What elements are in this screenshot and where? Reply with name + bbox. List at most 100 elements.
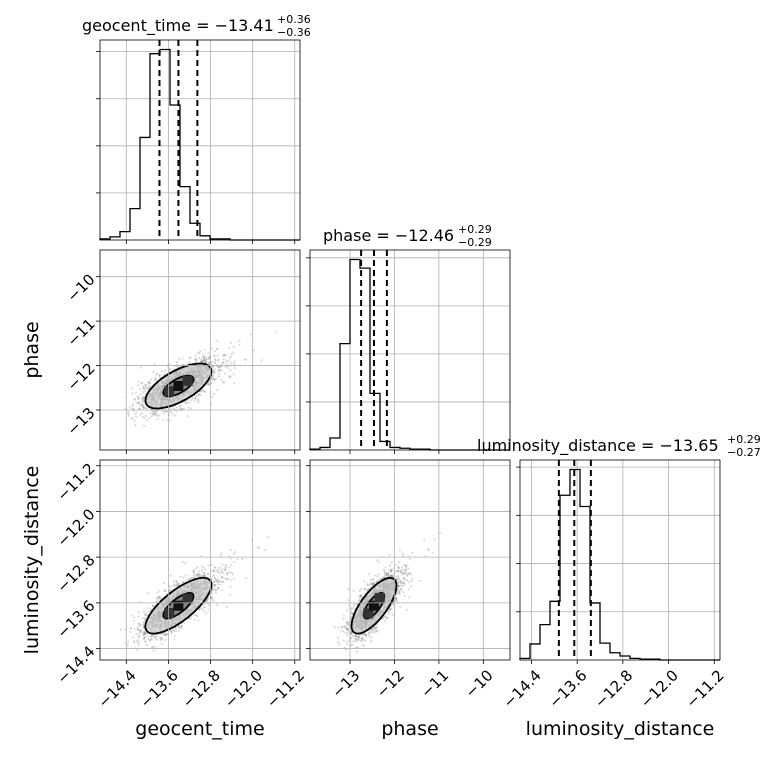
sample-point bbox=[169, 629, 172, 632]
sample-point bbox=[130, 627, 132, 630]
sample-point bbox=[220, 570, 223, 573]
sample-point bbox=[396, 578, 399, 581]
sample-point bbox=[217, 587, 220, 590]
sample-point bbox=[218, 366, 221, 369]
sample-point bbox=[160, 642, 163, 645]
sample-point bbox=[202, 609, 205, 612]
sample-point bbox=[396, 569, 399, 572]
sample-point bbox=[143, 637, 146, 639]
sample-point bbox=[230, 355, 232, 358]
sample-point bbox=[369, 630, 372, 633]
sample-point bbox=[234, 551, 236, 554]
sample-point bbox=[409, 573, 412, 576]
sample-point bbox=[141, 623, 144, 626]
sample-point bbox=[178, 405, 181, 408]
sample-point bbox=[399, 570, 402, 573]
sample-point bbox=[156, 638, 158, 641]
sample-point bbox=[152, 371, 155, 374]
sample-point bbox=[217, 586, 220, 589]
sample-point bbox=[136, 395, 139, 398]
sample-point bbox=[152, 634, 155, 637]
sample-point bbox=[405, 566, 407, 569]
sample-point bbox=[214, 359, 217, 362]
sample-point bbox=[395, 597, 398, 600]
sample-point bbox=[155, 636, 158, 638]
sample-point bbox=[182, 580, 185, 583]
sample-point bbox=[188, 401, 191, 404]
sample-point bbox=[391, 574, 394, 577]
sample-point bbox=[399, 579, 402, 582]
sample-point bbox=[189, 617, 192, 620]
sample-point bbox=[211, 575, 214, 578]
sample-point bbox=[219, 580, 222, 583]
sample-point bbox=[141, 381, 144, 384]
sample-point bbox=[215, 580, 218, 583]
sample-point bbox=[222, 581, 225, 584]
sample-point bbox=[142, 386, 145, 389]
sample-point bbox=[222, 354, 225, 357]
density-peak-cell bbox=[164, 386, 175, 397]
sample-point bbox=[142, 610, 145, 613]
sample-point bbox=[386, 617, 389, 620]
sample-point bbox=[394, 597, 397, 600]
sample-point bbox=[212, 393, 215, 396]
sample-point bbox=[183, 621, 186, 624]
sample-point bbox=[140, 382, 143, 385]
sample-point bbox=[376, 623, 379, 625]
sample-point bbox=[396, 590, 399, 593]
sample-point bbox=[225, 360, 228, 363]
sample-point bbox=[274, 330, 277, 333]
sample-point bbox=[345, 621, 348, 624]
sample-point bbox=[361, 643, 364, 646]
sample-point bbox=[153, 636, 156, 638]
sample-point bbox=[162, 412, 165, 415]
sample-point bbox=[216, 569, 219, 572]
sample-point bbox=[344, 631, 347, 634]
sample-point bbox=[213, 371, 216, 374]
sample-point bbox=[230, 557, 233, 560]
sample-point bbox=[210, 563, 213, 566]
sample-point bbox=[139, 629, 142, 632]
sample-point bbox=[135, 632, 138, 635]
sample-point bbox=[394, 598, 397, 601]
sample-point bbox=[227, 346, 230, 349]
sample-point bbox=[143, 424, 146, 427]
sample-point bbox=[152, 604, 155, 607]
sample-point bbox=[225, 606, 228, 608]
sample-point bbox=[228, 376, 231, 379]
sample-point bbox=[159, 637, 162, 639]
sample-point bbox=[206, 598, 209, 601]
sample-point bbox=[369, 579, 372, 581]
sample-point bbox=[207, 564, 210, 567]
sample-point bbox=[138, 625, 141, 627]
sample-point bbox=[370, 582, 373, 585]
sample-point bbox=[131, 405, 134, 408]
sample-point bbox=[154, 637, 157, 640]
sample-point bbox=[411, 578, 414, 580]
histogram-phase bbox=[309, 258, 510, 451]
sample-point bbox=[132, 407, 135, 410]
sample-point bbox=[345, 621, 348, 624]
sample-point bbox=[202, 353, 205, 356]
sample-point bbox=[221, 577, 224, 580]
sample-point bbox=[156, 415, 159, 417]
sample-point bbox=[221, 568, 224, 571]
sample-point bbox=[146, 635, 149, 638]
sample-point bbox=[144, 632, 147, 635]
sample-point bbox=[397, 584, 400, 587]
sample-point bbox=[163, 590, 166, 592]
sample-point bbox=[139, 413, 142, 416]
sample-point bbox=[350, 632, 353, 635]
sample-point bbox=[217, 571, 219, 574]
sample-point bbox=[376, 580, 379, 582]
sample-point bbox=[363, 587, 366, 590]
sample-point bbox=[203, 357, 206, 359]
sample-point bbox=[398, 591, 401, 594]
sample-point bbox=[260, 359, 263, 362]
sample-point bbox=[360, 594, 363, 596]
sample-point bbox=[141, 399, 144, 402]
sample-point bbox=[213, 570, 216, 573]
sample-point bbox=[364, 634, 367, 637]
sample-point bbox=[151, 634, 154, 637]
sample-point bbox=[196, 352, 199, 354]
